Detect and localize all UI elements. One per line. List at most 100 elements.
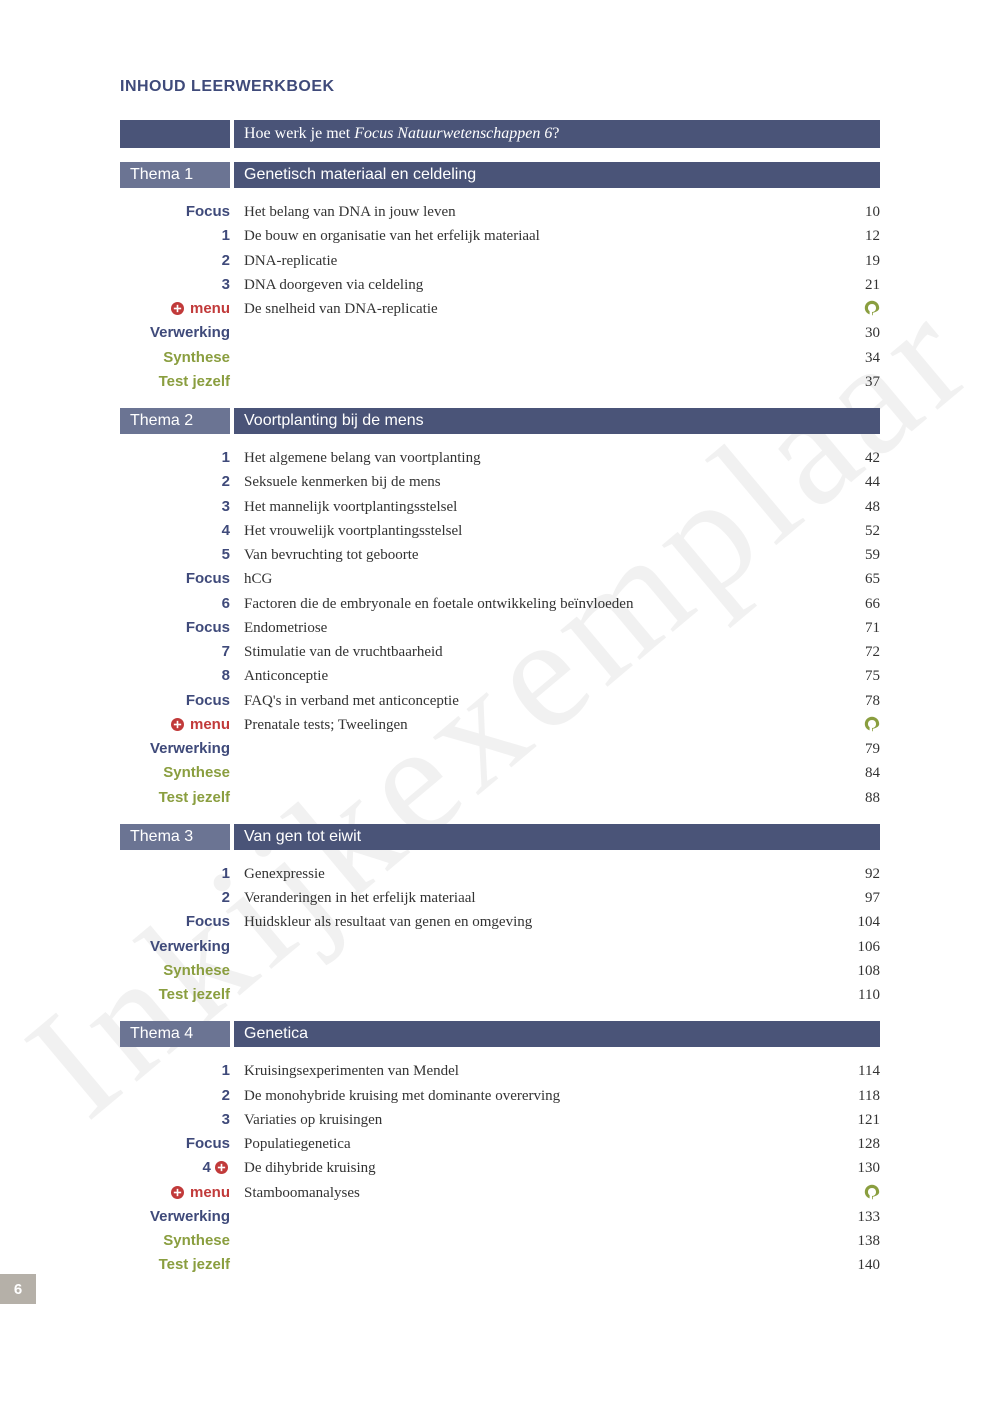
entry-page xyxy=(830,298,880,321)
toc-entry: 2Veranderingen in het erfelijk materiaal… xyxy=(120,886,880,910)
page-title: INHOUD LEERWERKBOEK xyxy=(120,78,880,96)
entry-label: Synthese xyxy=(120,1229,244,1252)
entry-label-text: 4 xyxy=(222,522,230,539)
entry-label: Test jezelf xyxy=(120,983,244,1006)
thema-title: Genetisch materiaal en celdeling xyxy=(234,162,880,188)
toc-entry: Synthese 138 xyxy=(120,1229,880,1253)
entry-page: 44 xyxy=(830,471,880,494)
entry-text: FAQ's in verband met anticonceptie xyxy=(244,690,830,713)
entry-label: 1 xyxy=(120,862,244,885)
pelckmans-icon xyxy=(864,300,880,316)
entry-text: Het belang van DNA in jouw leven xyxy=(244,201,830,224)
toc-entry: FocusEndometriose71 xyxy=(120,616,880,640)
entry-label-text: 1 xyxy=(222,865,230,882)
entry-page: 75 xyxy=(830,665,880,688)
toc-entry: 6Factoren die de embryonale en foetale o… xyxy=(120,592,880,616)
entry-page xyxy=(830,714,880,737)
entry-label-text: 2 xyxy=(222,1087,230,1104)
entry-label: 2 xyxy=(120,886,244,909)
toc-entry: 3DNA doorgeven via celdeling21 xyxy=(120,273,880,297)
toc-entry: Test jezelf140 xyxy=(120,1253,880,1277)
intro-suffix: ? xyxy=(552,125,559,142)
entry-page: 12 xyxy=(830,225,880,248)
toc-entry: 4 De dihybride kruising130 xyxy=(120,1156,880,1180)
plus-icon xyxy=(171,302,184,315)
entry-label-text: menu xyxy=(190,1184,230,1201)
thema-header: Thema 3Van gen tot eiwit xyxy=(120,824,880,850)
toc-entry: Test jezelf110 xyxy=(120,983,880,1007)
entry-page: 88 xyxy=(830,787,880,810)
entry-label-text: Synthese xyxy=(163,962,230,979)
thema-title: Van gen tot eiwit xyxy=(234,824,880,850)
entry-text: Huidskleur als resultaat van genen en om… xyxy=(244,911,830,934)
toc-entry: FocusHuidskleur als resultaat van genen … xyxy=(120,910,880,934)
entry-text: DNA-replicatie xyxy=(244,250,830,273)
entry-label: Focus xyxy=(120,200,244,223)
toc-entry: Synthese 108 xyxy=(120,959,880,983)
entry-label: Verwerking xyxy=(120,1205,244,1228)
entry-label-text: 3 xyxy=(222,1111,230,1128)
toc-entry: 7Stimulatie van de vruchtbaarheid72 xyxy=(120,640,880,664)
entry-page: 19 xyxy=(830,250,880,273)
entry-page: 59 xyxy=(830,544,880,567)
toc-entry: FocushCG65 xyxy=(120,567,880,591)
entry-label-text: Focus xyxy=(186,619,230,636)
entry-label: Verwerking xyxy=(120,737,244,760)
entry-label: 3 xyxy=(120,495,244,518)
toc-entry: Test jezelf88 xyxy=(120,786,880,810)
toc-content: INHOUD LEERWERKBOEK Hoe werk je met Focu… xyxy=(0,0,1000,1318)
entry-page: 108 xyxy=(830,960,880,983)
entry-label: Verwerking xyxy=(120,935,244,958)
pelckmans-icon xyxy=(864,1184,880,1200)
entry-label: 2 xyxy=(120,249,244,272)
entry-page: 48 xyxy=(830,496,880,519)
entry-page: 114 xyxy=(830,1060,880,1083)
thema-header: Thema 4Genetica xyxy=(120,1021,880,1047)
entry-page: 21 xyxy=(830,274,880,297)
entry-label-text: 2 xyxy=(222,889,230,906)
entry-page xyxy=(830,1182,880,1205)
toc-entry: 4Het vrouwelijk voortplantingsstelsel52 xyxy=(120,519,880,543)
toc-entry: FocusHet belang van DNA in jouw leven10 xyxy=(120,200,880,224)
toc-entry: menuDe snelheid van DNA-replicatie xyxy=(120,297,880,321)
entry-page: 128 xyxy=(830,1133,880,1156)
entry-label: 1 xyxy=(120,446,244,469)
entry-page: 42 xyxy=(830,447,880,470)
entry-label-text: 2 xyxy=(222,252,230,269)
entry-text: Stimulatie van de vruchtbaarheid xyxy=(244,641,830,664)
entry-label: 2 xyxy=(120,470,244,493)
plus-icon xyxy=(215,1161,228,1174)
entry-label-text: 1 xyxy=(222,1062,230,1079)
entry-label: 4 xyxy=(120,1156,244,1179)
entry-text: Van bevruchting tot geboorte xyxy=(244,544,830,567)
entry-page: 140 xyxy=(830,1254,880,1277)
toc-entry: 1Genexpressie92 xyxy=(120,862,880,886)
entry-label: Synthese xyxy=(120,346,244,369)
entry-label-text: 2 xyxy=(222,473,230,490)
entry-page: 106 xyxy=(830,936,880,959)
entry-label-text: Focus xyxy=(186,203,230,220)
entry-page: 138 xyxy=(830,1230,880,1253)
entry-label-text: Verwerking xyxy=(150,1208,230,1225)
entry-label-text: Synthese xyxy=(163,1232,230,1249)
entry-label-text: 6 xyxy=(222,595,230,612)
intro-bar: Hoe werk je met Focus Natuurwetenschappe… xyxy=(120,120,880,148)
toc-entry: menuStamboomanalyses xyxy=(120,1181,880,1205)
entry-label-text: 3 xyxy=(222,276,230,293)
entry-label: menu xyxy=(120,297,244,320)
entry-page: 78 xyxy=(830,690,880,713)
entry-label-text: Synthese xyxy=(163,764,230,781)
entry-page: 71 xyxy=(830,617,880,640)
toc-entry: 2 DNA-replicatie19 xyxy=(120,249,880,273)
entry-label: Focus xyxy=(120,1132,244,1155)
entry-label-text: Verwerking xyxy=(150,740,230,757)
entry-text: De dihybride kruising xyxy=(244,1157,830,1180)
entry-page: 97 xyxy=(830,887,880,910)
entry-label-text: Verwerking xyxy=(150,938,230,955)
entry-label: Test jezelf xyxy=(120,370,244,393)
entry-page: 52 xyxy=(830,520,880,543)
toc-entry: 2Seksuele kenmerken bij de mens44 xyxy=(120,470,880,494)
entry-text: Prenatale tests; Tweelingen xyxy=(244,714,830,737)
entry-page: 66 xyxy=(830,593,880,616)
thema-block: Thema 3Van gen tot eiwit1Genexpressie922… xyxy=(120,824,880,1008)
